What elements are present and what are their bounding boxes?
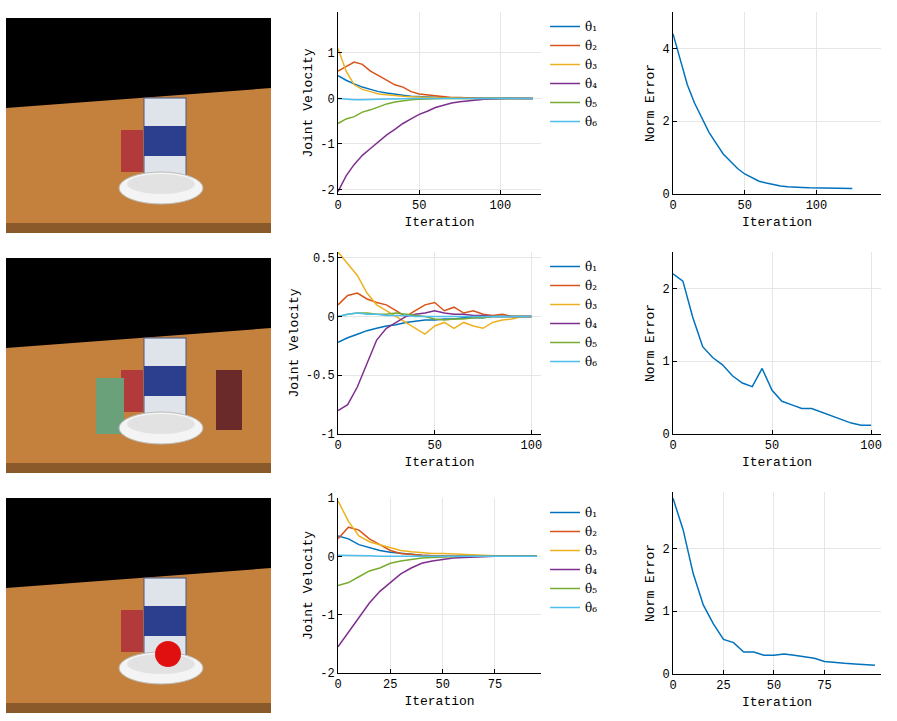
svg-text:50: 50 xyxy=(765,439,779,453)
svg-text:Joint Velocity: Joint Velocity xyxy=(301,531,316,640)
svg-text:Iteration: Iteration xyxy=(404,455,474,470)
svg-text:0.5: 0.5 xyxy=(313,252,335,266)
svg-text:-1: -1 xyxy=(320,138,334,152)
svg-text:θ̇₁: θ̇₁ xyxy=(585,20,597,34)
svg-text:1: 1 xyxy=(327,47,334,61)
svg-text:0: 0 xyxy=(662,668,669,682)
svg-text:75: 75 xyxy=(488,678,502,692)
svg-text:θ̇₃: θ̇₃ xyxy=(585,298,597,312)
svg-text:50: 50 xyxy=(435,678,449,692)
svg-text:Joint Velocity: Joint Velocity xyxy=(301,48,316,157)
svg-text:Iteration: Iteration xyxy=(742,455,812,470)
svg-text:1: 1 xyxy=(327,492,334,506)
svg-text:1: 1 xyxy=(662,355,669,369)
svg-text:100: 100 xyxy=(490,199,512,213)
svg-text:θ̇₃: θ̇₃ xyxy=(585,58,597,72)
svg-text:θ̇₂: θ̇₂ xyxy=(585,525,597,539)
svg-text:0: 0 xyxy=(662,188,669,202)
svg-text:50: 50 xyxy=(427,439,441,453)
svg-text:θ̇₅: θ̇₅ xyxy=(585,582,597,596)
svg-text:Norm Error: Norm Error xyxy=(643,304,658,382)
svg-text:4: 4 xyxy=(662,43,669,57)
svg-text:50: 50 xyxy=(767,679,781,693)
svg-text:0: 0 xyxy=(327,311,334,325)
svg-text:50: 50 xyxy=(412,199,426,213)
svg-text:50: 50 xyxy=(738,199,752,213)
svg-text:0: 0 xyxy=(334,678,341,692)
svg-text:θ̇₂: θ̇₂ xyxy=(585,279,597,293)
svg-text:-2: -2 xyxy=(320,667,334,681)
svg-text:0: 0 xyxy=(327,93,334,107)
svg-text:25: 25 xyxy=(383,678,397,692)
svg-text:θ̇₄: θ̇₄ xyxy=(585,317,597,331)
svg-text:0: 0 xyxy=(327,551,334,565)
svg-text:1: 1 xyxy=(662,605,669,619)
svg-text:100: 100 xyxy=(860,439,882,453)
svg-text:2: 2 xyxy=(662,543,669,557)
svg-text:100: 100 xyxy=(806,199,828,213)
svg-text:Norm Error: Norm Error xyxy=(643,64,658,142)
svg-text:Iteration: Iteration xyxy=(742,695,812,710)
svg-text:θ̇₁: θ̇₁ xyxy=(585,506,597,520)
svg-text:0: 0 xyxy=(669,439,676,453)
svg-text:100: 100 xyxy=(521,439,543,453)
svg-text:Iteration: Iteration xyxy=(404,215,474,230)
svg-text:Iteration: Iteration xyxy=(742,215,812,230)
svg-text:-1: -1 xyxy=(320,428,334,442)
svg-text:Joint Velocity: Joint Velocity xyxy=(287,288,302,397)
svg-text:θ̇₆: θ̇₆ xyxy=(585,601,597,615)
svg-text:Iteration: Iteration xyxy=(404,694,474,709)
svg-text:θ̇₄: θ̇₄ xyxy=(585,77,597,91)
svg-text:θ̇₃: θ̇₃ xyxy=(585,544,597,558)
svg-text:2: 2 xyxy=(662,115,669,129)
svg-text:θ̇₄: θ̇₄ xyxy=(585,563,597,577)
svg-text:θ̇₅: θ̇₅ xyxy=(585,96,597,110)
svg-text:75: 75 xyxy=(817,679,831,693)
svg-text:25: 25 xyxy=(716,679,730,693)
svg-text:θ̇₅: θ̇₅ xyxy=(585,336,597,350)
svg-text:θ̇₂: θ̇₂ xyxy=(585,39,597,53)
svg-text:-0.5: -0.5 xyxy=(306,369,335,383)
svg-text:2: 2 xyxy=(662,283,669,297)
svg-text:0: 0 xyxy=(662,428,669,442)
svg-text:-2: -2 xyxy=(320,184,334,198)
svg-text:0: 0 xyxy=(334,439,341,453)
svg-text:0: 0 xyxy=(669,679,676,693)
svg-text:-1: -1 xyxy=(320,609,334,623)
svg-text:0: 0 xyxy=(334,199,341,213)
svg-text:θ̇₁: θ̇₁ xyxy=(585,260,597,274)
svg-text:θ̇₆: θ̇₆ xyxy=(585,355,597,369)
svg-text:0: 0 xyxy=(669,199,676,213)
svg-text:θ̇₆: θ̇₆ xyxy=(585,115,597,129)
svg-text:Norm Error: Norm Error xyxy=(643,544,658,622)
